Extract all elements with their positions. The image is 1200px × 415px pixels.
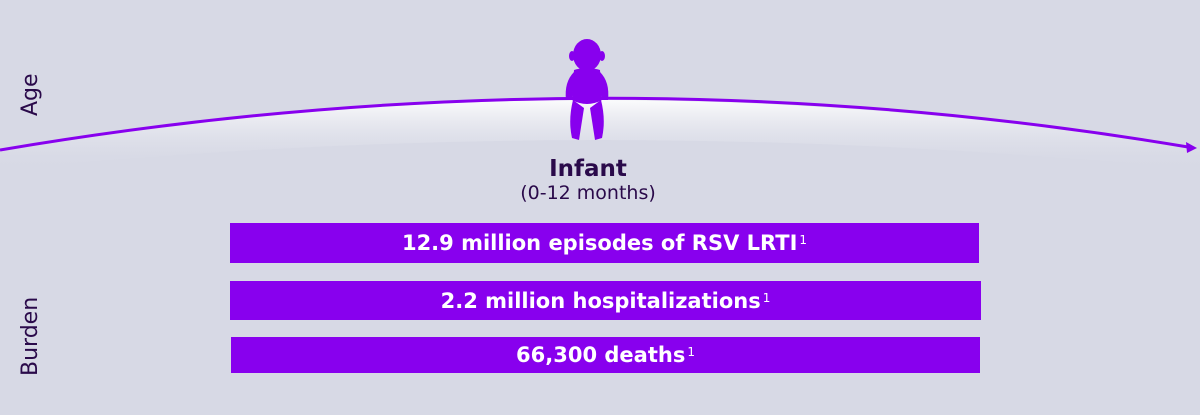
footnote-ref: 1 <box>799 233 808 247</box>
burden-axis-label: Burden <box>18 296 43 376</box>
footnote-ref: 1 <box>762 290 771 305</box>
burden-bar-hospitalizations: 2.2 million hospitalizations 1 <box>230 281 981 320</box>
footnote-ref: 1 <box>687 345 695 359</box>
infant-icon <box>565 39 609 140</box>
burden-bar-deaths: 66,300 deaths 1 <box>231 337 980 373</box>
stage-subtitle: (0-12 months) <box>520 182 656 204</box>
burden-bar-episodes: 12.9 million episodes of RSV LRTI 1 <box>230 223 979 263</box>
stage-title: Infant <box>549 156 627 182</box>
bar-label: 2.2 million hospitalizations <box>440 288 761 313</box>
bar-label: 12.9 million episodes of RSV LRTI <box>401 231 798 255</box>
age-axis-label: Age <box>18 73 43 116</box>
age-arrowhead <box>1186 142 1197 153</box>
bar-label: 66,300 deaths <box>516 343 686 367</box>
